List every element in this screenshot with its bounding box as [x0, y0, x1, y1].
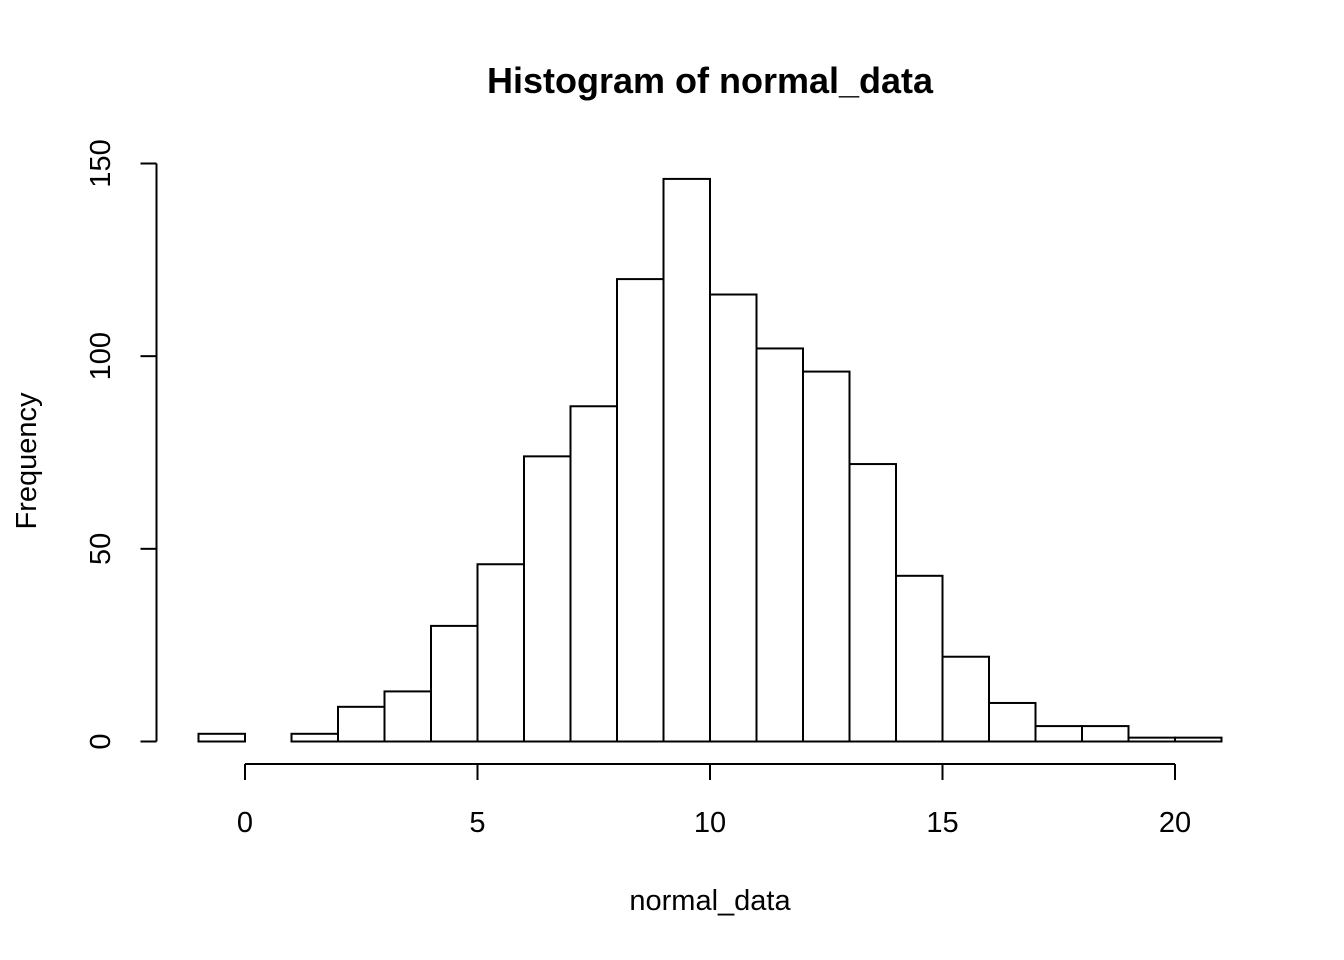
x-tick-label: 20	[1159, 807, 1191, 839]
y-tick-label: 150	[85, 139, 117, 187]
histogram-bar	[476, 563, 525, 743]
x-tick-label: 10	[694, 807, 726, 839]
x-axis: 0 5 10 15 20	[237, 763, 1191, 839]
histogram-bar	[569, 405, 618, 743]
x-axis-label: normal_data	[629, 885, 791, 917]
histogram-bar	[430, 624, 479, 743]
histogram-bar	[848, 463, 897, 743]
histogram-bar	[290, 732, 339, 743]
histogram-bar	[709, 293, 758, 743]
histogram-bar	[802, 370, 851, 743]
histogram-bar	[1081, 725, 1130, 743]
histogram-bar	[1034, 725, 1083, 743]
y-axis: 0 50 100 150	[85, 139, 158, 750]
histogram-bar	[523, 455, 572, 743]
histogram-bar	[755, 347, 804, 743]
bars-group	[197, 177, 1223, 743]
y-tick-label: 0	[85, 733, 117, 749]
histogram-bar	[337, 705, 386, 743]
y-axis-label: Frequency	[11, 392, 43, 530]
y-tick-label: 50	[85, 533, 117, 565]
x-tick-label: 0	[237, 807, 253, 839]
x-tick-label: 5	[469, 807, 485, 839]
histogram-bar	[616, 278, 665, 743]
histogram-bar	[895, 574, 944, 743]
y-tick-label: 100	[85, 332, 117, 380]
histogram-bar	[1127, 736, 1176, 743]
histogram-bar	[988, 701, 1037, 743]
histogram-bar	[662, 177, 711, 743]
chart-title: Histogram of normal_data	[487, 60, 934, 101]
histogram-bar	[941, 655, 990, 743]
histogram-bar	[1174, 736, 1223, 743]
x-tick-label: 15	[926, 807, 958, 839]
histogram-bar	[383, 690, 432, 743]
histogram-bar	[197, 732, 246, 743]
